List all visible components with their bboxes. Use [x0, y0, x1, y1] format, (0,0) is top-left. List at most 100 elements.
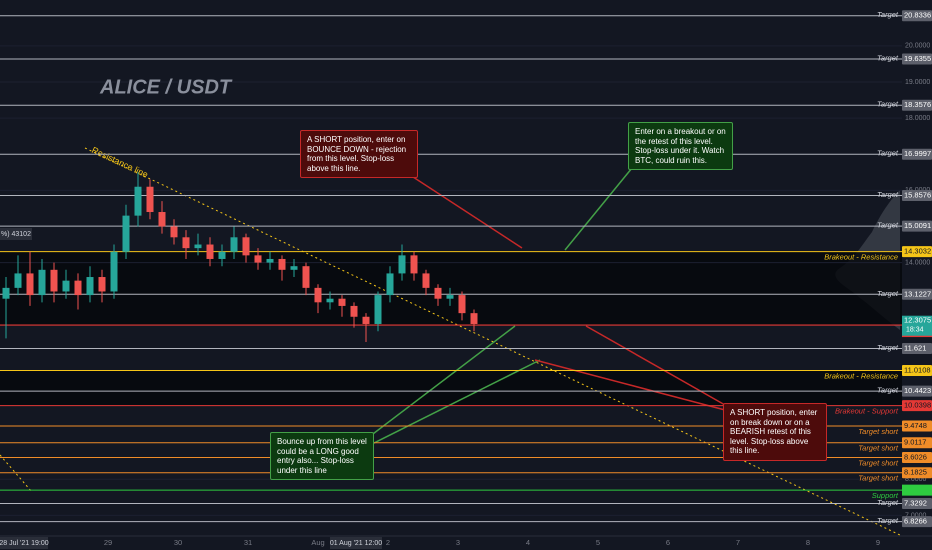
level-label: Target	[877, 386, 899, 395]
crosshair-time-box	[330, 537, 382, 549]
y-tick-label: 18.0000	[905, 115, 930, 122]
candle-body	[170, 226, 178, 238]
candle-body	[218, 251, 226, 259]
candle-body	[446, 295, 454, 299]
level-price-box	[902, 189, 932, 201]
candle-body	[158, 212, 166, 227]
x-tick-label: 29	[104, 538, 112, 547]
level-price-box	[902, 10, 932, 22]
level-price-text: 16.9997	[904, 149, 931, 158]
level-price-box	[902, 385, 932, 397]
crosshair-time-label: 28 Jul '21 19:00	[0, 540, 49, 547]
level-price-text: 19.6355	[904, 54, 931, 63]
annotation: Bounce up from this level could be a LON…	[270, 432, 374, 480]
level-label: Target	[877, 221, 899, 230]
candle-body	[74, 280, 82, 296]
level-price-box	[902, 99, 932, 111]
level-price-text: 7.3292	[904, 499, 927, 508]
level-price-box	[902, 467, 932, 479]
candle-body	[350, 305, 358, 317]
candle-body	[26, 273, 34, 296]
candle-body	[122, 215, 130, 252]
x-tick-label: 30	[174, 538, 182, 547]
x-tick-label: 3	[456, 538, 460, 547]
arrow	[367, 359, 541, 447]
annotation-arrows	[364, 167, 726, 447]
arrow	[534, 359, 726, 411]
level-price-text: 11.0108	[904, 366, 931, 375]
x-tick-label: 8	[806, 538, 810, 547]
candle-body	[254, 255, 262, 263]
support-label: Support	[872, 491, 899, 500]
level-price-box	[902, 53, 932, 65]
candle-body	[410, 255, 418, 274]
candle-body	[374, 295, 382, 324]
last-price-box	[902, 315, 932, 336]
level-label: Target short	[858, 474, 899, 483]
level-price-box	[902, 516, 932, 528]
arrow	[564, 167, 633, 251]
candle-body	[314, 287, 322, 303]
level-price-box	[902, 498, 932, 510]
zone	[0, 370, 902, 406]
level-price-box	[902, 420, 932, 432]
candle-body	[38, 269, 46, 296]
candle-body	[290, 266, 298, 270]
chart-title: ALICE / USDT	[99, 76, 233, 98]
candle-body	[470, 313, 478, 324]
level-price-text: 6.8266	[904, 517, 927, 526]
y-tick-label: 20.0000	[905, 43, 930, 50]
x-tick-label: 2	[386, 538, 390, 547]
candle-body	[386, 273, 394, 296]
y-tick-label: 7.0000	[905, 512, 927, 519]
level-price-box	[902, 288, 932, 300]
candle-body	[134, 186, 142, 216]
annotation: Enter on a breakout or on the retest of …	[628, 122, 733, 170]
level-label: Brakeout - Resistance	[824, 372, 898, 381]
arrow	[364, 325, 516, 441]
level-price-box	[902, 452, 932, 464]
x-tick-label: 7	[736, 538, 740, 547]
arrow	[409, 174, 523, 249]
candle-body	[398, 255, 406, 274]
level-label: Target	[877, 190, 899, 199]
candle-body	[266, 258, 274, 263]
candle-body	[194, 244, 202, 249]
level-price-text: 10.4423	[904, 386, 931, 395]
x-tick-label: 4	[526, 538, 530, 547]
level-price-box	[902, 365, 932, 377]
level-price-text: 20.8336	[904, 11, 931, 20]
time-axis	[0, 536, 932, 550]
level-label: Target	[877, 343, 899, 352]
x-tick-label: 5	[596, 538, 600, 547]
x-tick-label: 9	[876, 538, 880, 547]
y-tick-label: 8.0000	[905, 476, 927, 483]
level-price-text: 8.1825	[904, 468, 927, 477]
countdown-text: 18:34	[906, 327, 924, 334]
candle-body	[50, 269, 58, 292]
candle-body	[422, 273, 430, 288]
last-price-text: 12.3075	[904, 316, 931, 325]
candle-body	[302, 266, 310, 288]
candle-body	[230, 237, 238, 252]
level-label: Target	[877, 516, 899, 525]
level-price-text: 10.0398	[904, 401, 931, 410]
candle-body	[206, 244, 214, 259]
level-price-text: 9.4748	[904, 421, 927, 430]
level-label: Brakeout - Support	[835, 407, 899, 416]
arrow	[585, 325, 726, 406]
level-price-box	[902, 400, 932, 412]
level-label: Target short	[858, 427, 899, 436]
annotation: A SHORT position, enter on BOUNCE DOWN -…	[300, 130, 418, 178]
candle-body	[338, 298, 346, 306]
level-label: Target	[877, 100, 899, 109]
candle-body	[434, 287, 442, 299]
candle-body	[98, 277, 106, 292]
candle-body	[14, 273, 22, 288]
level-price-text: 11.621	[904, 343, 926, 352]
candle-body	[2, 287, 10, 299]
level-price-box	[902, 220, 932, 232]
candle-body	[326, 298, 334, 303]
